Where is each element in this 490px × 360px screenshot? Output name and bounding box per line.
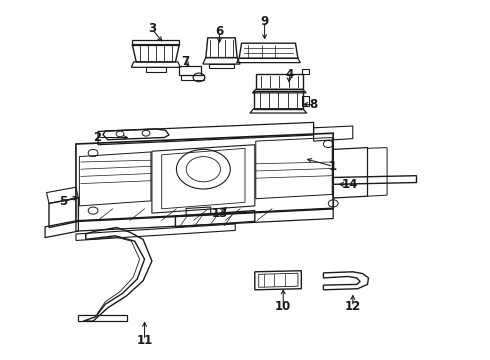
Text: 1: 1 [329, 160, 337, 173]
Text: 8: 8 [310, 98, 318, 111]
Text: 4: 4 [285, 68, 293, 81]
Text: 3: 3 [148, 22, 156, 35]
Text: 5: 5 [59, 195, 67, 208]
Text: 7: 7 [181, 55, 189, 68]
Text: 10: 10 [275, 300, 292, 313]
Text: 12: 12 [344, 300, 361, 313]
Text: 9: 9 [261, 15, 269, 28]
Text: 14: 14 [342, 178, 359, 191]
Text: 2: 2 [93, 131, 101, 144]
Text: 13: 13 [211, 207, 228, 220]
Text: 11: 11 [136, 334, 153, 347]
Text: 6: 6 [216, 25, 223, 38]
